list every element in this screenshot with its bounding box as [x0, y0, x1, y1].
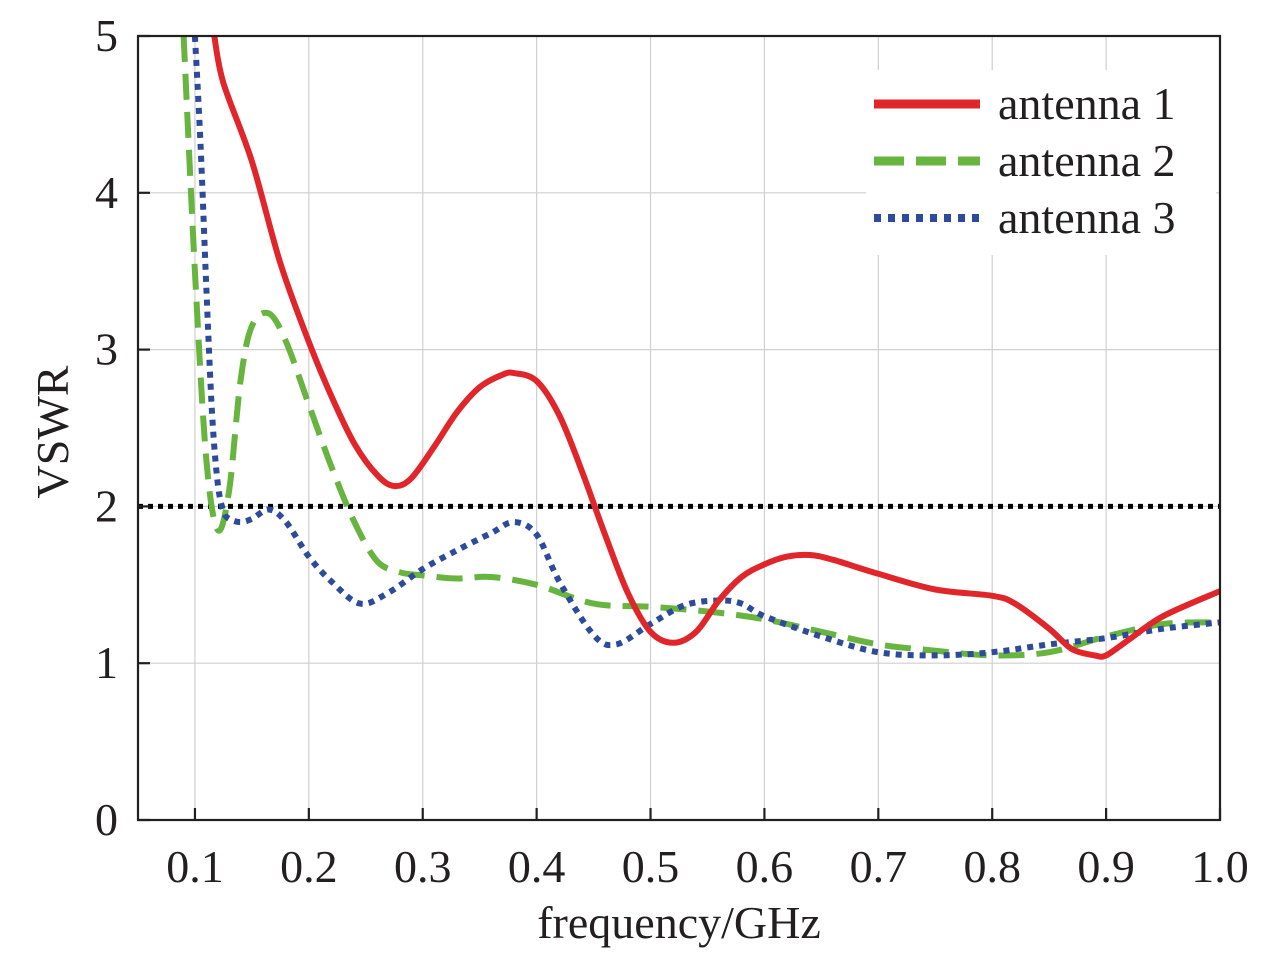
series-layer	[180, 36, 1220, 660]
x-tick-label-8: 0.9	[1077, 841, 1135, 892]
y-tick-labels: 0 1 2 3 4 5	[95, 10, 118, 845]
y-tick-label-1: 1	[95, 637, 118, 688]
x-tick-label-3: 0.4	[508, 841, 566, 892]
legend-label-antenna-3: antenna 3	[998, 192, 1176, 243]
x-tick-label-5: 0.6	[736, 841, 794, 892]
x-tick-label-0: 0.1	[166, 841, 224, 892]
x-tick-label-1: 0.2	[280, 841, 338, 892]
x-tick-labels: 0.1 0.2 0.3 0.4 0.5 0.6 0.7 0.8 0.9 1.0	[166, 841, 1249, 892]
x-tick-label-4: 0.5	[622, 841, 680, 892]
y-axis-label: VSWR	[27, 365, 78, 498]
x-tick-label-2: 0.3	[394, 841, 452, 892]
y-tick-label-2: 2	[95, 480, 118, 531]
ticks	[138, 34, 1222, 822]
y-tick-label-0: 0	[95, 794, 118, 845]
plot-frame	[136, 34, 1222, 822]
legend: antenna 1 antenna 2 antenna 3	[866, 70, 1216, 255]
x-tick-label-6: 0.7	[850, 841, 908, 892]
x-tick-label-9: 1.0	[1191, 841, 1249, 892]
x-tick-label-7: 0.8	[963, 841, 1021, 892]
series-line-antenna-1	[211, 36, 1220, 660]
x-axis-label: frequency/GHz	[537, 897, 821, 948]
y-tick-label-3: 3	[95, 324, 118, 375]
y-tick-label-5: 5	[95, 10, 118, 61]
legend-label-antenna-2: antenna 2	[998, 135, 1176, 186]
legend-label-antenna-1: antenna 1	[998, 78, 1176, 129]
y-tick-label-4: 4	[95, 167, 118, 218]
